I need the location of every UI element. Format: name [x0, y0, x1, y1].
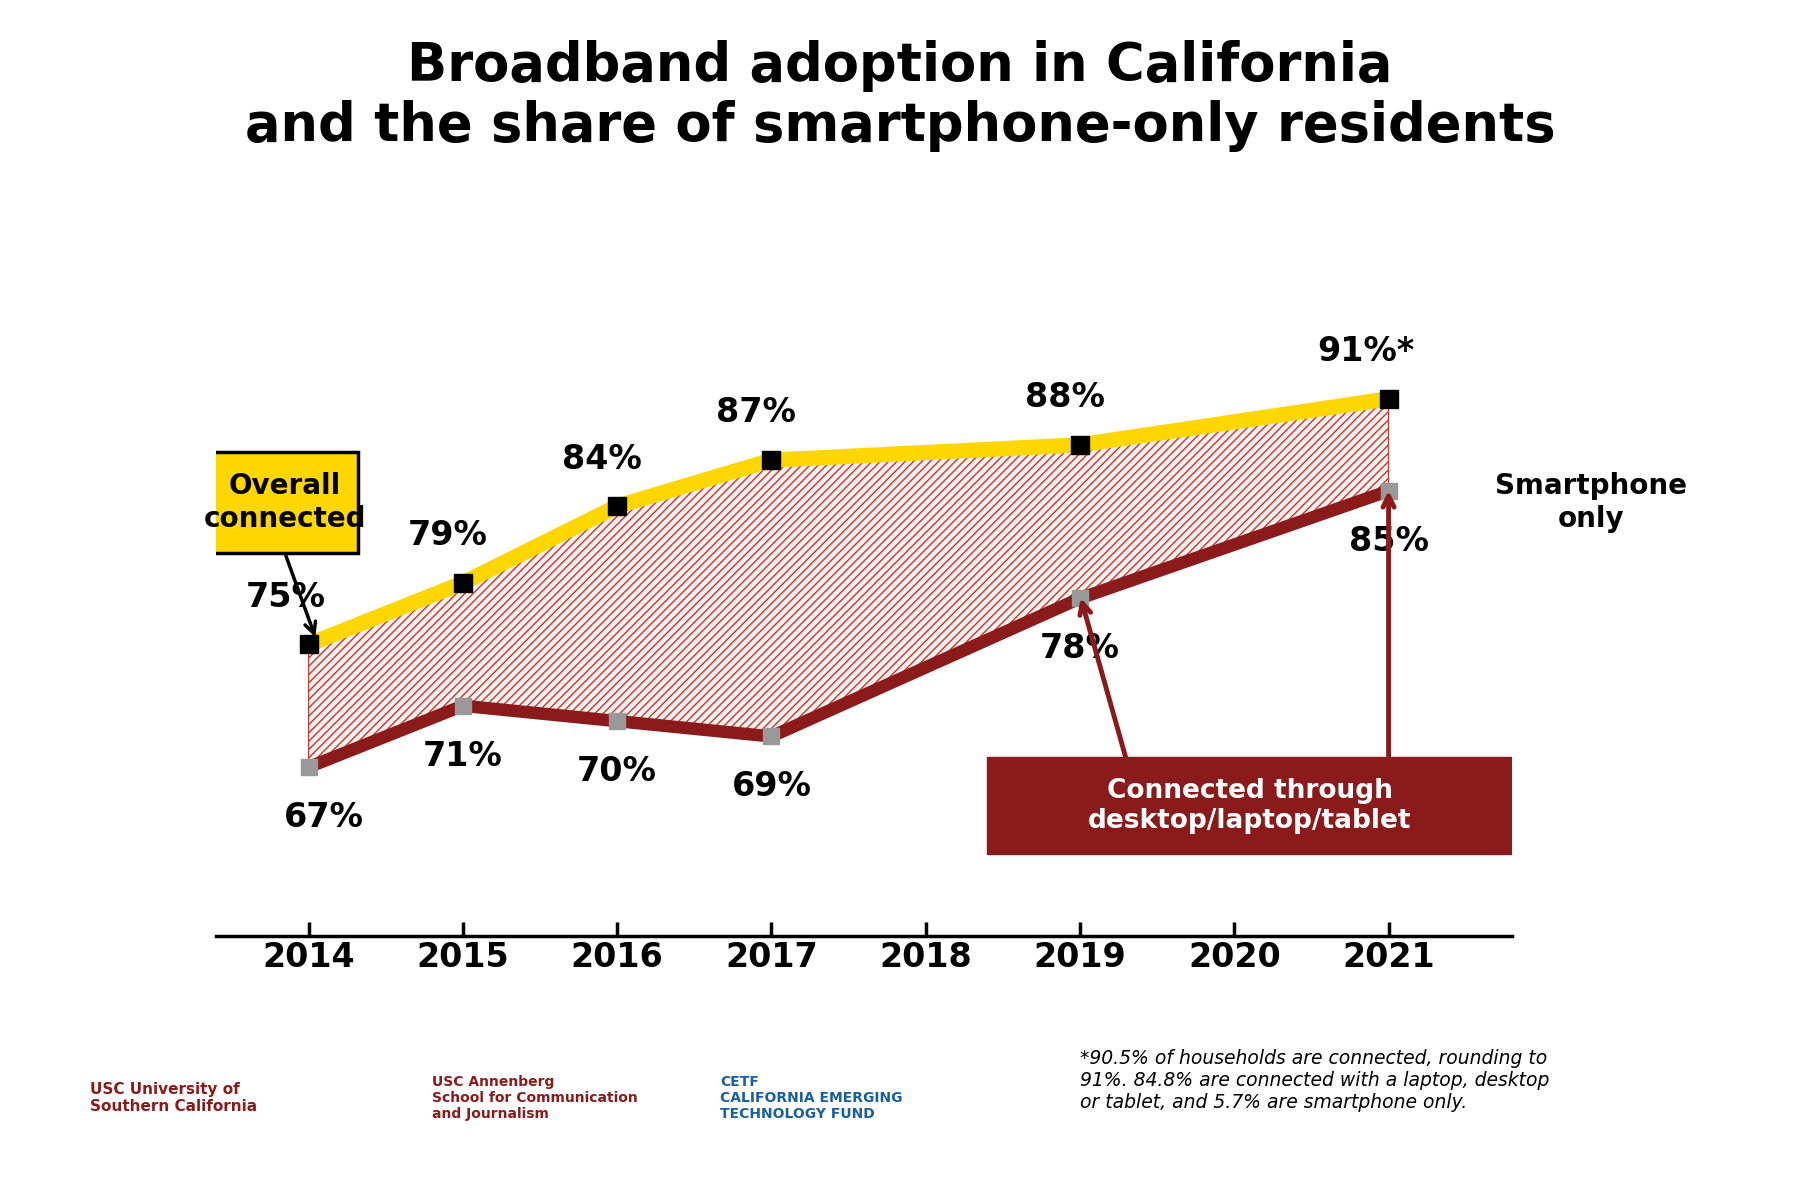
Text: USC Annenberg
School for Communication
and Journalism: USC Annenberg School for Communication a… [432, 1075, 637, 1121]
Text: 87%: 87% [716, 396, 796, 430]
Text: 75%: 75% [245, 581, 326, 613]
Text: 71%: 71% [423, 739, 502, 773]
Text: 91%*: 91%* [1318, 335, 1415, 368]
FancyBboxPatch shape [1523, 444, 1658, 560]
Text: Broadband adoption in California: Broadband adoption in California [407, 40, 1393, 92]
FancyBboxPatch shape [988, 757, 1512, 854]
Polygon shape [308, 398, 1388, 767]
Text: CETF
CALIFORNIA EMERGING
TECHNOLOGY FUND: CETF CALIFORNIA EMERGING TECHNOLOGY FUND [720, 1075, 902, 1121]
Text: Smartphone
only: Smartphone only [1494, 472, 1687, 533]
Text: Overall
connected: Overall connected [203, 472, 365, 533]
Text: 69%: 69% [731, 770, 812, 803]
Text: 79%: 79% [407, 520, 488, 552]
FancyBboxPatch shape [211, 451, 358, 553]
Text: and the share of smartphone-only residents: and the share of smartphone-only residen… [245, 100, 1555, 152]
Text: 78%: 78% [1040, 632, 1120, 665]
Text: 85%: 85% [1348, 524, 1429, 558]
Text: 88%: 88% [1024, 382, 1105, 414]
Text: USC University of
Southern California: USC University of Southern California [90, 1082, 257, 1114]
Text: Connected through
desktop/laptop/tablet: Connected through desktop/laptop/tablet [1087, 778, 1411, 834]
Text: 67%: 67% [284, 800, 364, 834]
Text: 84%: 84% [562, 443, 641, 475]
Text: *90.5% of households are connected, rounding to
91%. 84.8% are connected with a : *90.5% of households are connected, roun… [1080, 1049, 1550, 1111]
Text: 70%: 70% [578, 755, 657, 788]
